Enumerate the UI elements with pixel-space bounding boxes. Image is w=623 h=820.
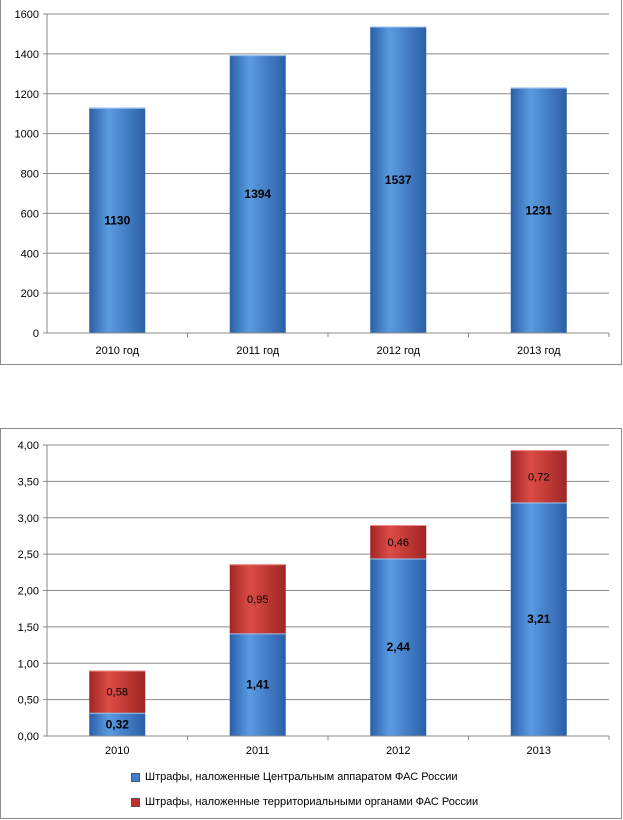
y-tick-label: 3,50 bbox=[18, 476, 39, 488]
data-label: 3,21 bbox=[527, 612, 551, 626]
data-label: 0,95 bbox=[247, 594, 268, 606]
data-label: 1537 bbox=[385, 173, 412, 187]
y-tick-label: 800 bbox=[21, 169, 39, 181]
y-tick-label: 2,00 bbox=[18, 586, 39, 598]
bar-segment-territorial bbox=[229, 564, 286, 634]
bar-segment-territorial bbox=[510, 450, 567, 503]
y-tick-label: 1200 bbox=[15, 89, 39, 101]
x-tick-label: 2011 bbox=[246, 745, 270, 757]
y-tick-label: 3,00 bbox=[18, 513, 39, 525]
bar-segment-central bbox=[229, 633, 286, 736]
revenue-bar-chart: 0 200 400 600 800 1000 1200 1400 1600 1130 2010 го… bbox=[0, 0, 622, 365]
bar-chart-svg: 0 200 400 600 800 1000 1200 1400 1600 1130 2010 го… bbox=[15, 9, 610, 357]
y-tick-label: 1000 bbox=[15, 129, 39, 141]
y-tick-label: 400 bbox=[21, 248, 39, 260]
data-label: 1394 bbox=[244, 187, 271, 201]
data-label: 0,46 bbox=[388, 537, 409, 549]
bar-segment-central bbox=[89, 712, 146, 736]
bar bbox=[370, 26, 427, 333]
y-tick-label: 1,00 bbox=[18, 658, 39, 670]
y-tick-label: 1,50 bbox=[18, 622, 39, 634]
bar-segment-central bbox=[510, 502, 567, 736]
y-tick-label: 0,50 bbox=[18, 695, 39, 707]
data-label: 0,32 bbox=[106, 717, 130, 731]
x-tick-label: 2013 год bbox=[517, 345, 561, 357]
y-tick-label: 2,50 bbox=[18, 549, 39, 561]
data-label: 2,44 bbox=[387, 640, 411, 654]
x-tick-label: 2011 год bbox=[236, 345, 279, 357]
legend-item-central: Штрафы, наложенные Центральным аппаратом… bbox=[131, 771, 457, 783]
bar-segment-territorial bbox=[89, 670, 146, 713]
legend-swatch-central bbox=[131, 772, 140, 782]
data-label: 1,41 bbox=[246, 678, 270, 692]
legend-item-territorial: Штрафы, наложенные территориальными орга… bbox=[131, 796, 478, 808]
y-tick-label: 1600 bbox=[15, 9, 39, 21]
legend-label-central: Штрафы, наложенные Центральным аппаратом… bbox=[145, 771, 458, 783]
x-tick-label: 2012 bbox=[386, 745, 410, 757]
y-tick-label: 4,00 bbox=[18, 440, 39, 452]
bar bbox=[510, 87, 567, 334]
x-tick-label: 2010 bbox=[105, 745, 129, 757]
legend-label-territorial: Штрафы, наложенные территориальными орга… bbox=[145, 796, 479, 808]
y-tick-label: 0 bbox=[33, 328, 39, 340]
y-tick-label: 200 bbox=[21, 288, 39, 300]
x-tick-label: 2013 bbox=[527, 745, 551, 757]
x-tick-label: 2010 год bbox=[95, 345, 139, 357]
bar-segment-central bbox=[370, 558, 427, 736]
data-label: 1231 bbox=[525, 203, 552, 217]
stacked-bar-chart-svg: 0,00 0,50 1,00 1,50 2,00 2,50 3,00 3,50 4,00 0,32… bbox=[18, 440, 610, 757]
data-label: 1130 bbox=[104, 213, 130, 227]
stacked-bar-chart: 0,00 0,50 1,00 1,50 2,00 2,50 3,00 3,50 4,00 0,32… bbox=[0, 428, 622, 819]
y-tick-label: 1400 bbox=[15, 49, 39, 61]
x-tick-label: 2012 год bbox=[376, 345, 420, 357]
data-label: 0,72 bbox=[528, 471, 549, 483]
bar bbox=[89, 107, 146, 333]
data-label: 0,58 bbox=[107, 687, 128, 699]
bar bbox=[229, 55, 286, 333]
y-tick-label: 600 bbox=[21, 208, 39, 220]
legend-swatch-territorial bbox=[131, 797, 140, 807]
bar-segment-territorial bbox=[370, 525, 427, 559]
y-tick-label: 0,00 bbox=[18, 731, 39, 743]
